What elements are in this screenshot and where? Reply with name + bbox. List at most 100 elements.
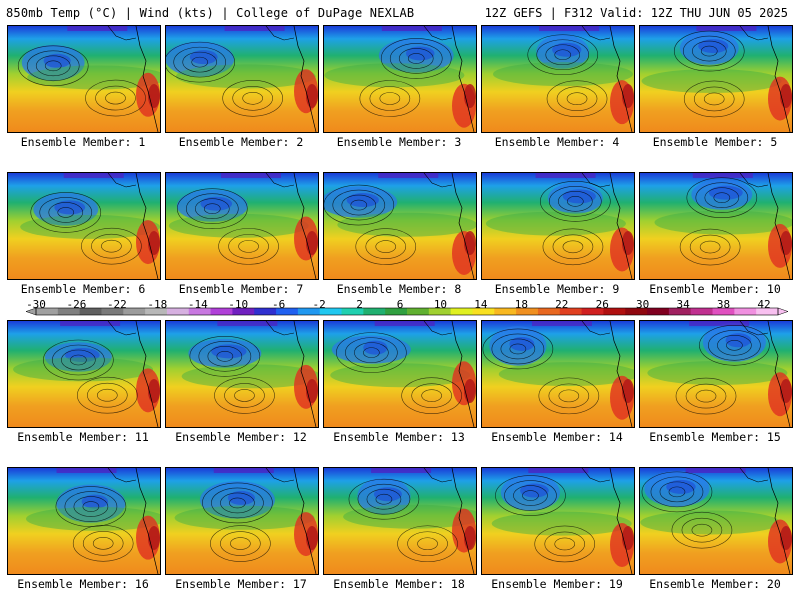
colorbar-tick-label: 34	[676, 298, 690, 311]
temperature-field-5	[640, 26, 792, 132]
ensemble-map-14	[481, 320, 635, 428]
header: 850mb Temp (°C) | Wind (kts) | College o…	[0, 0, 800, 22]
ensemble-member-label: Ensemble Member: 10	[649, 282, 781, 296]
colorbar-tick-label: -30	[26, 298, 46, 311]
ensemble-member-label: Ensemble Member: 2	[178, 135, 304, 149]
colorbar-segment	[603, 308, 626, 315]
ensemble-member-label: Ensemble Member: 7	[178, 282, 304, 296]
colorbar-segment	[363, 308, 386, 315]
colorbar-tick-label: 30	[636, 298, 650, 311]
temperature-field-17	[166, 468, 318, 574]
ensemble-map-8	[323, 172, 477, 280]
colorbar-segment	[341, 308, 364, 315]
ensemble-member-label: Ensemble Member: 1	[20, 135, 146, 149]
temperature-field-11	[8, 321, 160, 427]
colorbar-segment	[101, 308, 124, 315]
colorbar-segment	[276, 308, 299, 315]
ensemble-map-16	[7, 467, 161, 575]
ensemble-map-13	[323, 320, 477, 428]
ensemble-map-6	[7, 172, 161, 280]
colorbar-segment	[625, 308, 648, 315]
temperature-field-1	[8, 26, 160, 132]
colorbar-segment	[581, 308, 604, 315]
colorbar-segment	[254, 308, 277, 315]
ensemble-member-label: Ensemble Member: 17	[175, 577, 307, 591]
colorbar-segment	[36, 308, 59, 315]
colorbar-segment	[319, 308, 343, 315]
ensemble-member-label: Ensemble Member: 5	[652, 135, 778, 149]
ensemble-map-11	[7, 320, 161, 428]
colorbar-segment	[668, 308, 692, 315]
colorbar-segment	[647, 308, 670, 315]
ensemble-member-label: Ensemble Member: 16	[17, 577, 149, 591]
colorbar-segment	[79, 308, 102, 315]
colorbar-tick-label: -10	[228, 298, 249, 311]
colorbar-segment	[712, 308, 735, 315]
colorbar-tick-label: -22	[106, 298, 127, 311]
colorbar-segment	[516, 308, 539, 315]
ensemble-map-15	[639, 320, 793, 428]
ensemble-map-12	[165, 320, 319, 428]
ensemble-member-label: Ensemble Member: 12	[175, 430, 307, 444]
ensemble-member-label: Ensemble Member: 3	[336, 135, 462, 149]
colorbar-tick-label: 22	[555, 298, 569, 311]
temperature-field-8	[324, 173, 476, 279]
colorbar-tick-label: 18	[514, 298, 528, 311]
ensemble-map-20	[639, 467, 793, 575]
ensemble-member-label: Ensemble Member: 6	[20, 282, 146, 296]
temperature-field-9	[482, 173, 634, 279]
ensemble-member-label: Ensemble Member: 14	[491, 430, 623, 444]
colorbar-tick-label: 10	[433, 298, 448, 311]
colorbar-segment	[210, 308, 233, 315]
ensemble-map-18	[323, 467, 477, 575]
colorbar-segment	[756, 308, 779, 315]
temperature-colorbar: -30 -26 -22 -18 -14 -10 -6 -2 2 6 10 14 18 22 26 30 34 38…	[0, 298, 800, 320]
colorbar-tick-label: 26	[595, 298, 609, 311]
ensemble-map-7	[165, 172, 319, 280]
ensemble-member-label: Ensemble Member: 19	[491, 577, 623, 591]
ensemble-member-label: Ensemble Member: 18	[333, 577, 465, 591]
ensemble-map-3	[323, 25, 477, 133]
colorbar-tick-label: -14	[187, 298, 208, 311]
colorbar-segment	[297, 308, 321, 315]
ensemble-member-label: Ensemble Member: 9	[494, 282, 620, 296]
ensemble-map-5	[639, 25, 793, 133]
ensemble-map-2	[165, 25, 319, 133]
temperature-field-6	[8, 173, 160, 279]
colorbar-segment	[145, 308, 168, 315]
colorbar-segment	[690, 308, 714, 315]
colorbar-segment	[450, 308, 473, 315]
colorbar-segment	[559, 308, 583, 315]
temperature-field-15	[640, 321, 792, 427]
colorbar-segment	[407, 308, 430, 315]
ensemble-member-label: Ensemble Member: 13	[333, 430, 465, 444]
temperature-field-20	[640, 468, 792, 574]
colorbar-tick-label: -2	[312, 298, 326, 311]
colorbar-tick-label: 6	[396, 298, 404, 311]
temperature-field-7	[166, 173, 318, 279]
temperature-field-2	[166, 26, 318, 132]
temperature-field-10	[640, 173, 792, 279]
ensemble-map-17	[165, 467, 319, 575]
colorbar-segment	[428, 308, 452, 315]
ensemble-member-label: Ensemble Member: 20	[649, 577, 781, 591]
ensemble-map-1	[7, 25, 161, 133]
colorbar-graphic	[25, 307, 789, 316]
ensemble-member-label: Ensemble Member: 8	[336, 282, 462, 296]
colorbar-segment	[537, 308, 561, 315]
temperature-field-4	[482, 26, 634, 132]
ensemble-member-label: Ensemble Member: 11	[17, 430, 149, 444]
map-title: 850mb Temp (°C) | Wind (kts) | College o…	[6, 6, 415, 20]
temperature-field-19	[482, 468, 634, 574]
temperature-field-12	[166, 321, 318, 427]
colorbar-segment	[232, 308, 255, 315]
colorbar-tick-label: 38	[716, 298, 731, 311]
ensemble-map-10	[639, 172, 793, 280]
temperature-field-16	[8, 468, 160, 574]
temperature-field-3	[324, 26, 476, 132]
ensemble-map-19	[481, 467, 635, 575]
colorbar-segment	[188, 308, 212, 315]
colorbar-segment	[472, 308, 495, 315]
colorbar-segment	[123, 308, 146, 315]
ensemble-member-label: Ensemble Member: 15	[649, 430, 781, 444]
